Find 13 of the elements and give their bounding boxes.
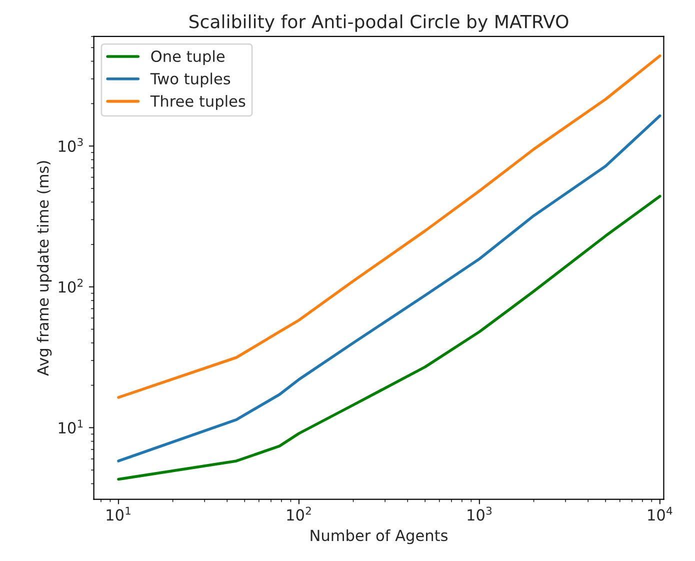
chart-title: Scalibility for Anti-podal Circle by MATRVO (189, 14, 568, 32)
legend-label: One tuple (151, 50, 225, 65)
y-tick-label: 10$^{2}$ (58, 278, 83, 293)
legend-label: Two tuples (150, 72, 230, 88)
y-tick-label: 10$^{1}$ (58, 420, 83, 434)
legend-label: Three tuples (150, 95, 246, 110)
x-tick-label: 10$^{3}$ (468, 506, 492, 521)
x-axis-title: Number of Agents (310, 529, 448, 544)
x-tick-label: 10$^{2}$ (287, 506, 311, 521)
x-tick-label: 10$^{4}$ (648, 506, 672, 521)
y-tick-label: 10$^{3}$ (58, 138, 83, 152)
x-tick-label: 10$^{1}$ (106, 506, 130, 521)
y-axis-title: Avg frame update time (ms) (36, 161, 52, 376)
